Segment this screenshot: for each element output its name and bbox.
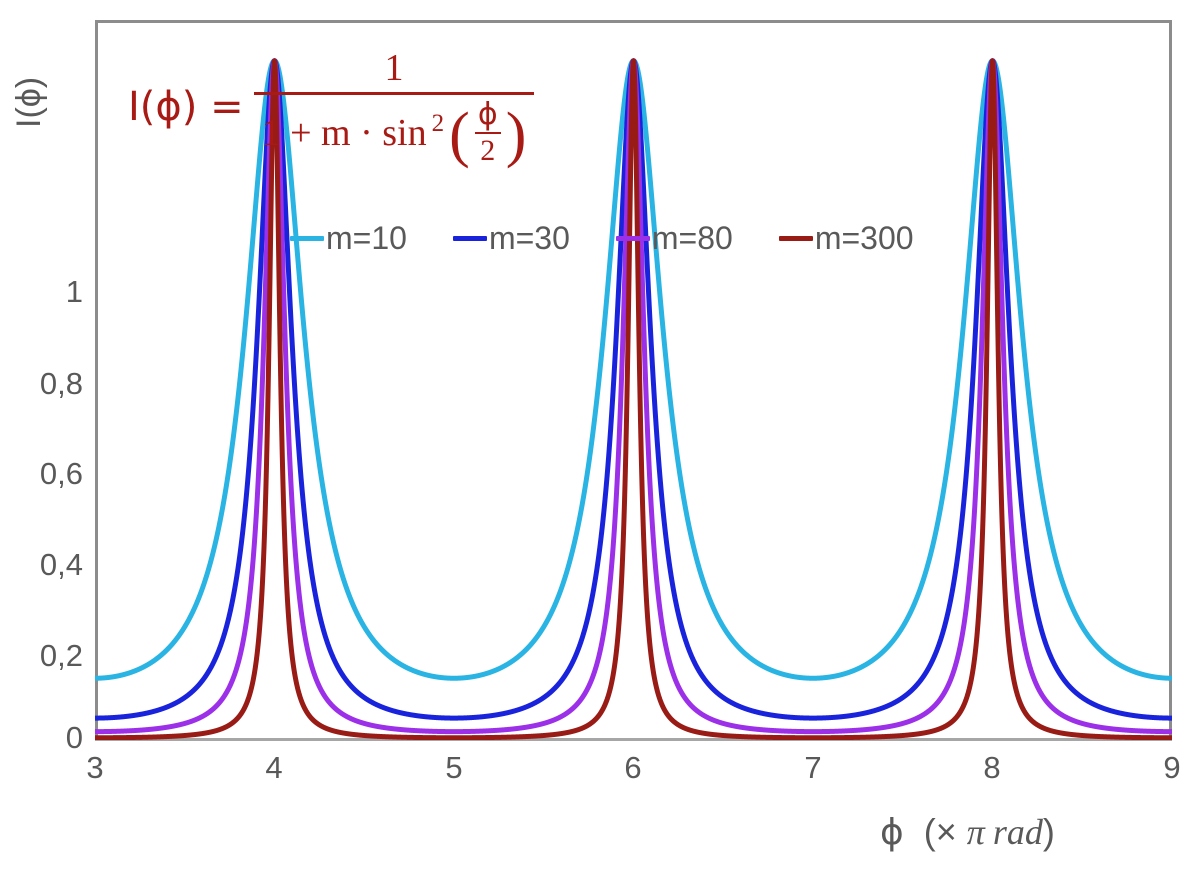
legend-label: m=10	[326, 220, 407, 256]
y-tick-label: 1	[65, 274, 83, 309]
formula-denominator: 1 + m · sin 2 ( ϕ 2 )	[254, 95, 535, 166]
y-tick-label: 0,4	[39, 547, 83, 582]
formula-fraction-bar	[253, 92, 535, 95]
legend-label: m=30	[488, 220, 570, 256]
formula-numerator: 1	[384, 47, 404, 89]
legend-item-m30[interactable]: m=30	[452, 220, 570, 256]
formula-exponent: 2	[431, 109, 445, 137]
legend-label: m=80	[651, 220, 733, 256]
y-tick-label: 0,8	[39, 366, 83, 401]
formula-paren-close: )	[505, 100, 527, 169]
x-tick-label: 7	[804, 750, 822, 785]
legend-item-m80[interactable]: m=80	[615, 220, 733, 256]
x-axis-title-close: )	[1042, 811, 1055, 852]
formula-annotation: I(ϕ) = 1 1 + m · sin 2 ( ϕ 2 )	[128, 46, 535, 166]
formula-lhs-text: I(ϕ) =	[128, 83, 244, 130]
formula-inner-fraction-bar	[474, 131, 501, 134]
formula-inner-fraction: ϕ 2	[474, 97, 501, 167]
formula-fraction: 1 1 + m · sin 2 ( ϕ 2 )	[253, 46, 535, 166]
curve-layer	[95, 20, 1172, 740]
legend: m=10 m=30 m=80 m=300	[290, 222, 914, 254]
x-tick-label: 4	[265, 750, 283, 785]
formula-paren-open: (	[449, 100, 470, 169]
curves-svg	[95, 58, 1172, 740]
formula-arg-denominator: 2	[480, 133, 496, 167]
legend-item-m300[interactable]: m=300	[778, 220, 914, 256]
formula-denominator-prefix: 1 + m · sin	[261, 111, 427, 154]
legend-label: m=300	[814, 220, 914, 256]
y-axis-title: I(ϕ)	[10, 76, 48, 128]
legend-swatch-icon	[452, 235, 487, 241]
x-axis-line	[95, 738, 1172, 741]
x-tick-label: 9	[1163, 750, 1181, 785]
legend-swatch-icon	[778, 235, 813, 241]
x-axis-title-open: (×	[913, 811, 967, 852]
series-line-m300	[95, 58, 1172, 740]
x-tick-label: 3	[86, 750, 104, 785]
legend-swatch-icon	[615, 235, 650, 241]
x-tick-label: 6	[624, 750, 642, 785]
x-axis-title-symbol: ϕ	[880, 812, 904, 853]
formula-lhs: I(ϕ) =	[128, 83, 244, 130]
x-axis-title-unit: rad	[992, 812, 1043, 852]
x-tick-label: 8	[983, 750, 1001, 785]
x-axis-title: ϕ (× π rad)	[880, 812, 1055, 853]
y-tick-label: 0,2	[39, 638, 83, 673]
x-tick-label: 5	[445, 750, 463, 785]
legend-swatch-icon	[290, 235, 324, 241]
y-tick-label: 0	[65, 720, 83, 755]
legend-item-m10[interactable]: m=10	[290, 222, 407, 254]
y-tick-label: 0,6	[39, 456, 83, 491]
formula-arg-numerator: ϕ	[477, 97, 498, 132]
x-axis-title-pi: π	[966, 812, 985, 852]
